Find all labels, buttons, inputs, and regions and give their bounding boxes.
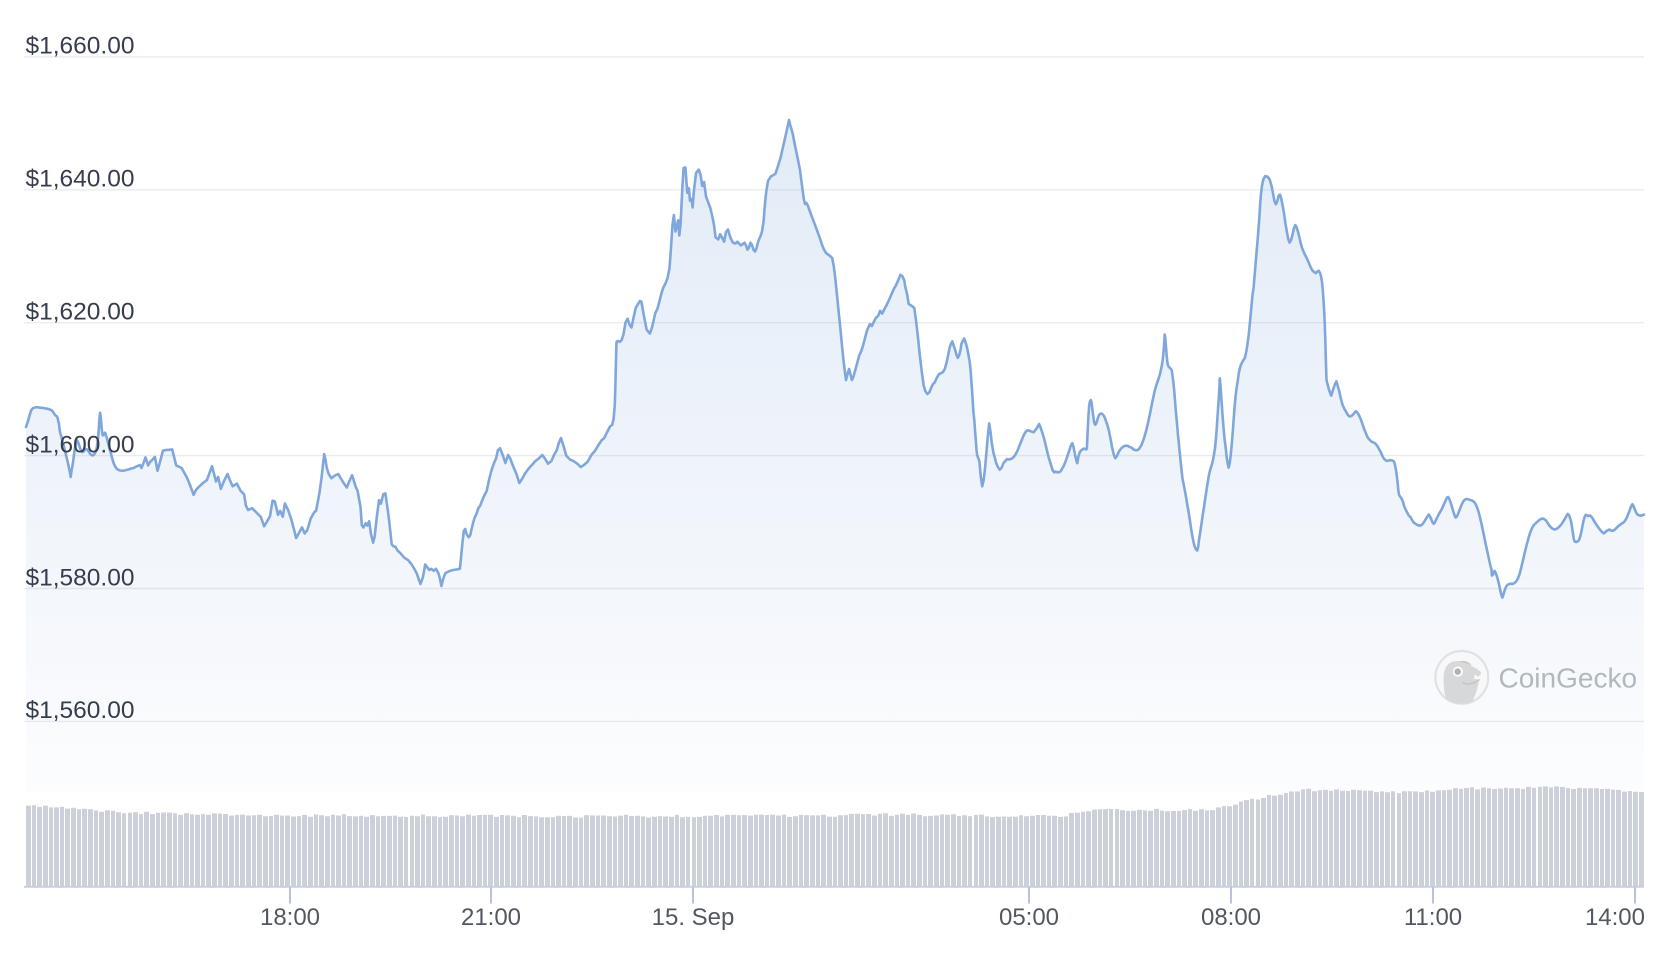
svg-text:$1,580.00: $1,580.00 [26, 564, 135, 591]
svg-text:21:00: 21:00 [461, 904, 521, 931]
svg-text:05:00: 05:00 [999, 904, 1059, 931]
svg-text:$1,660.00: $1,660.00 [26, 33, 135, 60]
svg-text:14:00: 14:00 [1585, 904, 1645, 931]
svg-text:08:00: 08:00 [1201, 904, 1261, 931]
svg-text:$1,640.00: $1,640.00 [26, 166, 135, 193]
svg-text:11:00: 11:00 [1404, 904, 1462, 931]
svg-text:15. Sep: 15. Sep [652, 904, 735, 931]
svg-text:18:00: 18:00 [260, 904, 320, 931]
svg-text:$1,600.00: $1,600.00 [26, 431, 135, 458]
svg-text:$1,560.00: $1,560.00 [26, 697, 135, 724]
svg-text:CoinGecko: CoinGecko [1499, 663, 1638, 694]
svg-text:$1,620.00: $1,620.00 [26, 299, 135, 326]
